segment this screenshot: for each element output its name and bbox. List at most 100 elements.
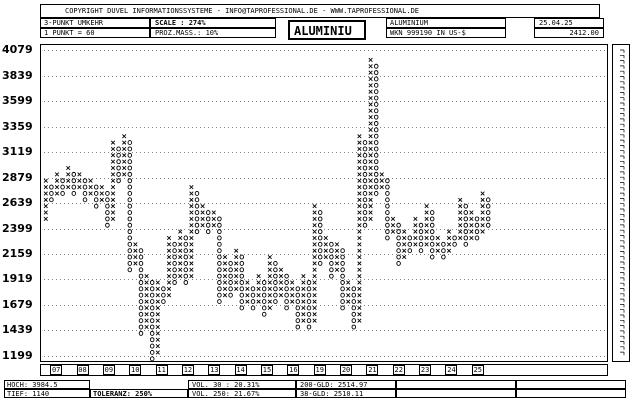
o-mark <box>362 146 368 152</box>
x-mark <box>144 293 149 298</box>
x-mark <box>368 108 373 113</box>
o-mark <box>396 222 401 228</box>
x-mark <box>368 83 373 88</box>
year-label: 11 <box>155 365 168 375</box>
o-mark <box>239 292 245 298</box>
x-mark <box>155 293 160 298</box>
scale-mark <box>620 76 625 80</box>
x-column <box>290 280 295 304</box>
o-mark <box>373 114 379 120</box>
x-mark <box>166 280 172 285</box>
x-mark <box>390 216 396 222</box>
scale-mark <box>620 155 625 159</box>
x-mark <box>357 204 362 209</box>
scale-mark <box>620 288 625 292</box>
scale-mark <box>620 145 625 149</box>
year-label-row: 07 08 09 10 11 12 13 14 15 16 19 20 21 22 23 24 25 <box>40 364 608 376</box>
o-mark <box>138 292 144 298</box>
x-mark <box>458 204 463 209</box>
o-column <box>217 216 222 305</box>
scale-mark <box>620 314 625 318</box>
o-mark <box>317 260 323 266</box>
x-mark <box>155 299 160 304</box>
x-mark <box>312 318 317 323</box>
o-column <box>396 222 401 266</box>
vol30-box: VOL. 30 : 20.31% <box>188 380 296 389</box>
o-mark <box>138 324 144 330</box>
x-mark <box>99 197 104 202</box>
o-mark <box>474 229 480 235</box>
copyright-bar: COPYRIGHT DUVEL INFORMATIONSSYSTEME - IN… <box>40 4 600 18</box>
o-mark <box>183 273 189 279</box>
o-mark <box>194 191 200 196</box>
o-column <box>60 178 65 196</box>
x-mark <box>379 184 384 190</box>
x-mark <box>110 140 116 145</box>
x-mark <box>144 305 149 311</box>
year-label: 10 <box>129 365 142 375</box>
o-mark <box>261 299 267 305</box>
o-column <box>441 241 446 260</box>
x-mark <box>334 254 340 260</box>
year-label: 15 <box>261 365 273 375</box>
x-mark <box>312 267 317 272</box>
o-mark <box>385 235 390 241</box>
o-column <box>93 184 99 209</box>
x-mark <box>312 229 317 234</box>
o-column <box>82 178 88 203</box>
x-mark <box>334 242 340 247</box>
x-column <box>54 172 60 196</box>
x-mark <box>43 184 48 190</box>
o-mark <box>485 210 491 215</box>
scale-box: SCALE : 274% <box>150 18 276 28</box>
date-box: 25.04.25 <box>534 18 604 28</box>
x-mark <box>301 286 306 291</box>
year-label: 09 <box>102 365 115 375</box>
o-mark <box>373 178 379 184</box>
o-mark <box>127 260 133 266</box>
o-column <box>452 235 457 247</box>
gld38-box: 38-GLD: 2510.11 <box>296 389 396 398</box>
reversal-box: 3-PUNKT UMKEHR <box>40 18 150 28</box>
scale-mark <box>620 224 625 228</box>
scale-mark <box>620 139 625 144</box>
x-mark <box>458 223 463 228</box>
x-mark <box>312 235 317 241</box>
x-column <box>66 165 71 190</box>
vol250-text: VOL. 250: 21.67% <box>192 390 260 398</box>
scale-mark <box>620 325 625 329</box>
o-mark <box>183 248 189 254</box>
o-column <box>317 210 323 266</box>
x-mark <box>357 242 362 247</box>
x-mark <box>312 210 317 215</box>
o-mark <box>138 273 144 279</box>
proz-mass-text: PROZ.MASS.: 10% <box>155 29 219 37</box>
o-mark <box>138 286 144 292</box>
copyright-text: COPYRIGHT DUVEL INFORMATIONSSYSTEME - IN… <box>65 7 420 15</box>
o-mark <box>295 299 301 305</box>
x-mark <box>245 299 250 304</box>
y-tick-label: 1679 <box>2 297 33 311</box>
x-mark <box>122 134 127 139</box>
toleranz-box: TOLERANZ: 250% <box>90 389 188 398</box>
x-mark <box>155 280 160 285</box>
o-mark <box>261 292 267 298</box>
o-mark <box>93 191 99 196</box>
x-mark <box>122 165 127 171</box>
year-label: 08 <box>76 365 89 375</box>
x-mark <box>144 324 149 330</box>
o-mark <box>228 280 233 285</box>
o-mark <box>261 286 267 292</box>
scale-mark <box>620 97 625 101</box>
o-mark <box>306 280 312 285</box>
x-mark <box>110 197 116 202</box>
x-column <box>301 274 306 323</box>
tief-text: TIEF: 1140 <box>7 390 50 398</box>
o-mark <box>183 260 189 266</box>
x-mark <box>110 216 116 222</box>
x-column <box>357 134 362 323</box>
x-mark <box>222 286 228 291</box>
x-column <box>346 280 351 304</box>
x-mark <box>290 293 295 298</box>
o-mark <box>71 191 77 196</box>
